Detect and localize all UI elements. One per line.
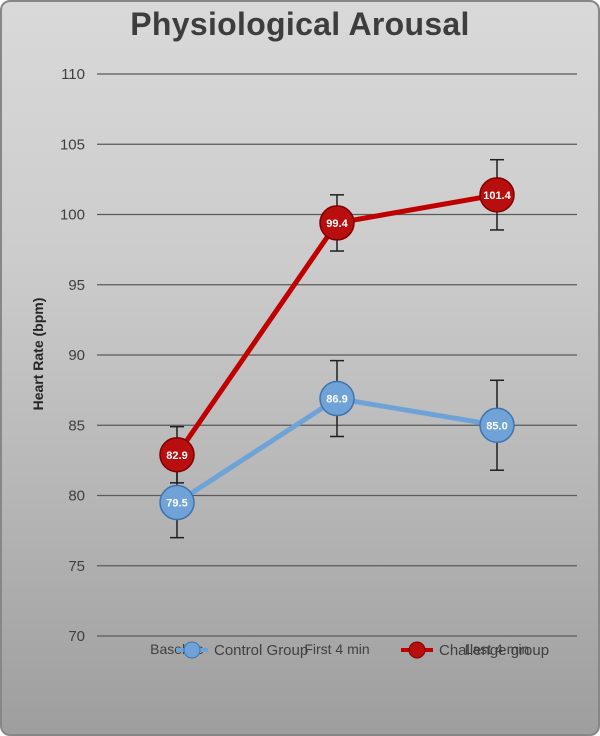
- y-tick-label: 90: [68, 347, 85, 364]
- data-label: 85.0: [486, 420, 507, 432]
- legend-marker: [408, 641, 426, 659]
- data-label: 79.5: [166, 498, 187, 510]
- data-point-marker: [319, 205, 355, 241]
- y-tick-label: 70: [68, 628, 85, 645]
- y-tick-label: 85: [68, 417, 85, 434]
- y-tick-label: 110: [61, 66, 85, 83]
- data-point-marker: [159, 437, 195, 473]
- data-label: 86.9: [326, 394, 347, 406]
- data-label: 99.4: [326, 218, 348, 230]
- x-category-label: Last 4 min: [465, 641, 530, 657]
- data-point-marker: [159, 484, 195, 521]
- legend-label: Challenge group: [439, 642, 549, 659]
- y-tick-label: 100: [60, 207, 85, 224]
- data-label: 101.4: [483, 190, 511, 202]
- y-tick-label: 75: [68, 558, 85, 575]
- y-tick-label: 95: [68, 277, 85, 294]
- data-label: 82.9: [166, 450, 187, 462]
- data-point-marker: [319, 380, 355, 417]
- y-tick-label: 105: [60, 136, 85, 153]
- chart-title: Physiological Arousal: [130, 6, 470, 42]
- y-tick-label: 80: [68, 488, 85, 505]
- legend-label: Control Group: [214, 642, 308, 659]
- legend-marker: [183, 641, 201, 659]
- data-point-marker: [479, 177, 515, 213]
- x-category-label: First 4 min: [304, 641, 369, 657]
- data-point-marker: [479, 407, 515, 443]
